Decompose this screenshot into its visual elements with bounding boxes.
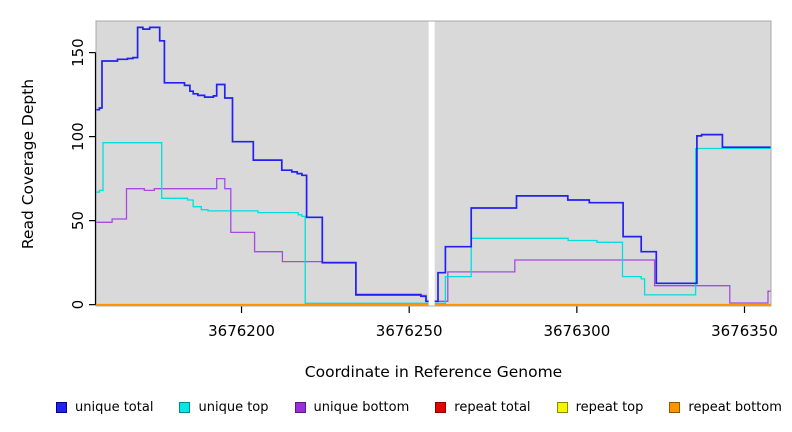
series-unique-bottom: [96, 177, 771, 304]
legend-label: unique top: [198, 399, 269, 415]
y-tick-label: 50: [69, 211, 87, 230]
legend-label: repeat top: [575, 399, 644, 415]
x-tick-label: 3676200: [208, 322, 275, 340]
legend-item-unique-top: unique top: [179, 399, 269, 415]
coverage-chart-canvas: 0 50 100 150 3676200 3676250 3676300 3676350: [69, 20, 778, 340]
y-axis-title: Read Coverage Depth: [19, 78, 37, 250]
legend-swatch-repeat-top: [556, 401, 568, 413]
legend-label: unique total: [75, 399, 154, 415]
y-tick-label: 100: [69, 122, 87, 151]
x-tick-label: 3676350: [711, 322, 778, 340]
legend-swatch-unique-total: [56, 401, 67, 413]
legend-swatch-repeat-bottom: [669, 401, 681, 413]
legend-item-repeat-bottom: repeat bottom: [669, 400, 782, 415]
y-tick-label: 0: [69, 300, 87, 310]
y-tick-label: 150: [69, 38, 87, 67]
legend: unique total unique top unique bottom repea…: [56, 396, 782, 418]
legend-item-unique-total: unique total: [56, 400, 153, 415]
x-axis-title: Coordinate in Reference Genome: [304, 363, 563, 381]
legend-swatch-unique-bottom: [294, 401, 306, 413]
legend-label: unique bottom: [313, 399, 410, 415]
legend-item-repeat-top: repeat top: [556, 399, 644, 415]
series-unique-top: [96, 142, 771, 304]
masked-gap-band: [428, 21, 435, 308]
legend-swatch-repeat-total: [435, 401, 447, 413]
legend-item-unique-bottom: unique bottom: [294, 399, 410, 415]
legend-item-repeat-total: repeat total: [435, 399, 531, 415]
legend-label: repeat total: [454, 399, 531, 415]
x-tick-label: 3676250: [376, 322, 443, 340]
x-tick-label: 3676300: [543, 322, 610, 340]
legend-label: repeat bottom: [688, 399, 782, 415]
legend-swatch-unique-top: [179, 401, 191, 413]
series-unique-total: [96, 26, 771, 303]
